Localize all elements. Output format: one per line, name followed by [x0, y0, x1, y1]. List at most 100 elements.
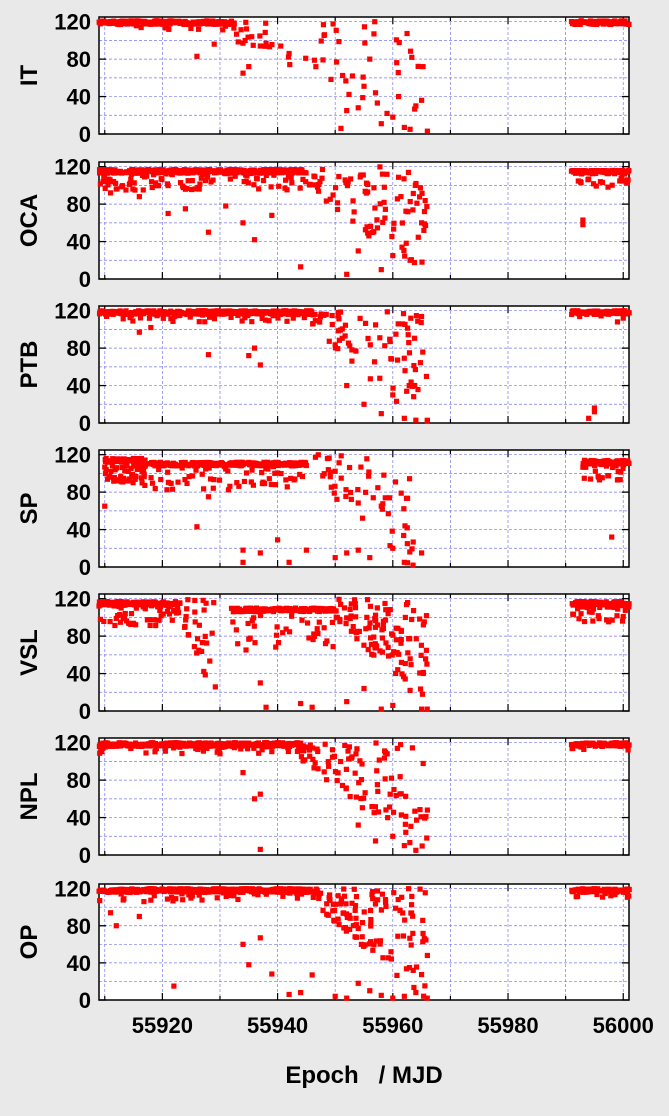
data-point — [245, 34, 251, 40]
data-point — [332, 555, 338, 561]
data-point — [382, 495, 388, 501]
y-tick-label: 0 — [79, 122, 91, 147]
data-point — [243, 26, 250, 32]
data-point — [330, 192, 336, 198]
data-point — [365, 181, 371, 187]
data-point — [149, 184, 155, 191]
data-point — [577, 21, 583, 28]
data-point — [419, 691, 426, 697]
data-point — [352, 597, 358, 603]
data-point — [257, 550, 263, 556]
data-point — [297, 185, 303, 191]
data-point — [342, 322, 349, 328]
data-point — [620, 315, 626, 321]
y-tick-label: 80 — [67, 768, 91, 793]
data-point — [152, 485, 158, 492]
data-point — [348, 176, 354, 182]
data-point — [622, 18, 628, 24]
data-point — [374, 768, 380, 774]
data-point — [420, 917, 426, 923]
data-point — [608, 893, 614, 899]
data-point — [388, 949, 394, 955]
data-point — [413, 847, 419, 853]
data-point — [377, 938, 383, 944]
data-point — [217, 751, 223, 757]
data-point — [257, 791, 263, 797]
data-point — [625, 177, 631, 183]
data-point — [383, 807, 389, 813]
panel-npl: 0 40 80 120 NPL — [16, 731, 632, 868]
data-point — [239, 318, 245, 324]
data-point — [360, 74, 366, 80]
data-point — [381, 472, 387, 478]
data-point — [117, 612, 123, 618]
data-point — [404, 495, 411, 501]
data-point — [274, 537, 281, 543]
data-point — [379, 506, 385, 512]
data-point — [113, 923, 119, 929]
data-point — [369, 651, 375, 657]
data-point — [123, 308, 129, 314]
data-point — [157, 607, 163, 614]
data-point — [404, 560, 411, 566]
data-point — [352, 601, 358, 607]
data-point — [346, 91, 352, 98]
data-point — [615, 468, 621, 475]
data-point — [251, 182, 257, 188]
data-point — [609, 534, 615, 540]
data-point — [597, 169, 603, 175]
data-point — [367, 603, 374, 609]
data-point — [131, 180, 137, 186]
data-point — [344, 108, 350, 114]
data-point — [317, 314, 323, 320]
data-point — [319, 166, 326, 173]
data-point — [111, 475, 118, 481]
data-point — [329, 754, 336, 760]
data-point — [326, 763, 332, 769]
data-point — [367, 555, 373, 561]
data-point — [301, 747, 307, 753]
data-point — [407, 198, 413, 205]
data-point — [359, 761, 365, 767]
data-point — [122, 468, 128, 474]
data-point — [403, 829, 409, 835]
data-point — [227, 176, 233, 182]
plot-frame — [98, 883, 630, 1001]
data-point — [257, 33, 263, 39]
data-point — [347, 615, 353, 622]
data-point — [194, 650, 200, 656]
data-point — [177, 600, 183, 606]
data-point — [424, 418, 430, 424]
data-point — [388, 775, 395, 781]
data-point — [619, 178, 626, 184]
data-point — [343, 928, 349, 934]
data-point — [346, 744, 352, 750]
data-point — [365, 230, 371, 236]
data-point — [402, 917, 408, 923]
data-point — [570, 611, 577, 617]
data-point — [240, 547, 246, 553]
y-axis-label: OCA — [16, 194, 43, 247]
data-point — [286, 559, 292, 565]
data-point — [615, 606, 621, 612]
data-point — [343, 620, 349, 627]
data-point — [401, 843, 407, 849]
data-point — [380, 219, 386, 225]
data-point — [378, 411, 384, 417]
data-point — [146, 617, 152, 623]
data-point — [298, 754, 305, 760]
data-point — [595, 613, 601, 619]
data-point — [179, 465, 185, 471]
data-point — [182, 206, 189, 212]
data-point — [424, 952, 430, 959]
data-point — [361, 943, 367, 949]
data-point — [398, 640, 404, 646]
data-point — [131, 463, 138, 469]
data-point — [366, 473, 372, 479]
data-point — [170, 898, 176, 904]
data-point — [393, 331, 399, 337]
data-point — [202, 633, 208, 640]
data-point — [320, 22, 327, 28]
data-point — [151, 172, 157, 178]
data-point — [379, 627, 385, 633]
